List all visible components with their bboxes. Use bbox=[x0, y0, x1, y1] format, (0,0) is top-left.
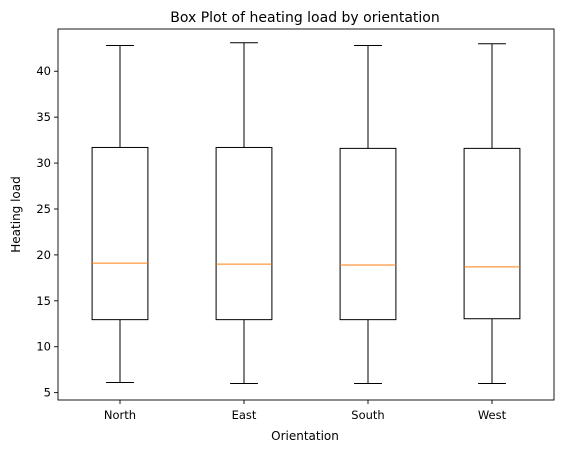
x-axis-label: Orientation bbox=[271, 429, 339, 443]
box-west bbox=[463, 43, 521, 384]
x-tick-label: West bbox=[478, 408, 507, 422]
y-tick-label: 15 bbox=[36, 294, 51, 308]
iqr-box bbox=[339, 147, 397, 321]
x-axis-ticks: North East South West bbox=[104, 400, 507, 422]
y-tick-label: 20 bbox=[36, 248, 51, 262]
iqr-box bbox=[463, 147, 521, 320]
y-tick-label: 30 bbox=[36, 156, 51, 170]
box-group bbox=[91, 42, 521, 384]
box-north bbox=[91, 45, 149, 384]
plot-frame bbox=[57, 28, 555, 401]
y-tick-label: 40 bbox=[36, 64, 51, 78]
y-tick-label: 25 bbox=[36, 202, 51, 216]
y-axis-label: Heating load bbox=[9, 176, 23, 252]
y-tick-label: 10 bbox=[36, 340, 51, 354]
iqr-box bbox=[215, 146, 273, 321]
x-tick-label: South bbox=[351, 408, 384, 422]
y-axis-ticks: 5 10 15 20 25 30 35 40 bbox=[36, 64, 58, 400]
y-tick-label: 5 bbox=[44, 386, 51, 400]
box-east bbox=[215, 42, 273, 384]
x-tick-label: East bbox=[232, 408, 257, 422]
chart-title: Box Plot of heating load by orientation bbox=[170, 10, 440, 26]
iqr-box bbox=[91, 146, 149, 321]
y-tick-label: 35 bbox=[36, 110, 51, 124]
x-tick-label: North bbox=[104, 408, 136, 422]
box-south bbox=[339, 45, 397, 384]
